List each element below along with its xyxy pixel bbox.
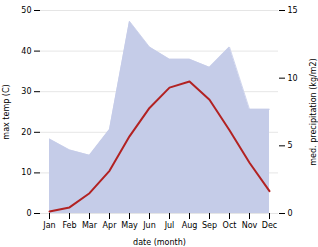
svg-text:10: 10: [288, 74, 298, 83]
svg-text:Jul: Jul: [164, 221, 175, 230]
svg-text:15: 15: [288, 6, 298, 15]
svg-text:Apr: Apr: [103, 221, 118, 230]
svg-text:5: 5: [288, 141, 293, 150]
svg-text:40: 40: [21, 47, 31, 56]
svg-text:50: 50: [21, 6, 31, 15]
svg-text:Feb: Feb: [62, 221, 76, 230]
svg-text:30: 30: [21, 87, 31, 96]
svg-text:Oct: Oct: [223, 221, 237, 230]
svg-text:May: May: [121, 221, 138, 230]
svg-text:Aug: Aug: [182, 221, 198, 230]
svg-text:0: 0: [288, 209, 293, 218]
svg-text:Nov: Nov: [242, 221, 258, 230]
svg-text:max temp (C): max temp (C): [2, 84, 11, 139]
svg-text:Jun: Jun: [142, 221, 156, 230]
svg-text:Sep: Sep: [202, 221, 217, 230]
svg-text:Mar: Mar: [82, 221, 98, 230]
svg-text:med. precipitation (kg/m2): med. precipitation (kg/m2): [309, 58, 318, 165]
svg-text:0: 0: [26, 209, 31, 218]
svg-text:Jan: Jan: [42, 221, 55, 230]
svg-text:20: 20: [21, 128, 31, 137]
svg-text:Dec: Dec: [262, 221, 277, 230]
svg-text:date (month): date (month): [133, 238, 186, 247]
svg-text:10: 10: [21, 168, 31, 177]
